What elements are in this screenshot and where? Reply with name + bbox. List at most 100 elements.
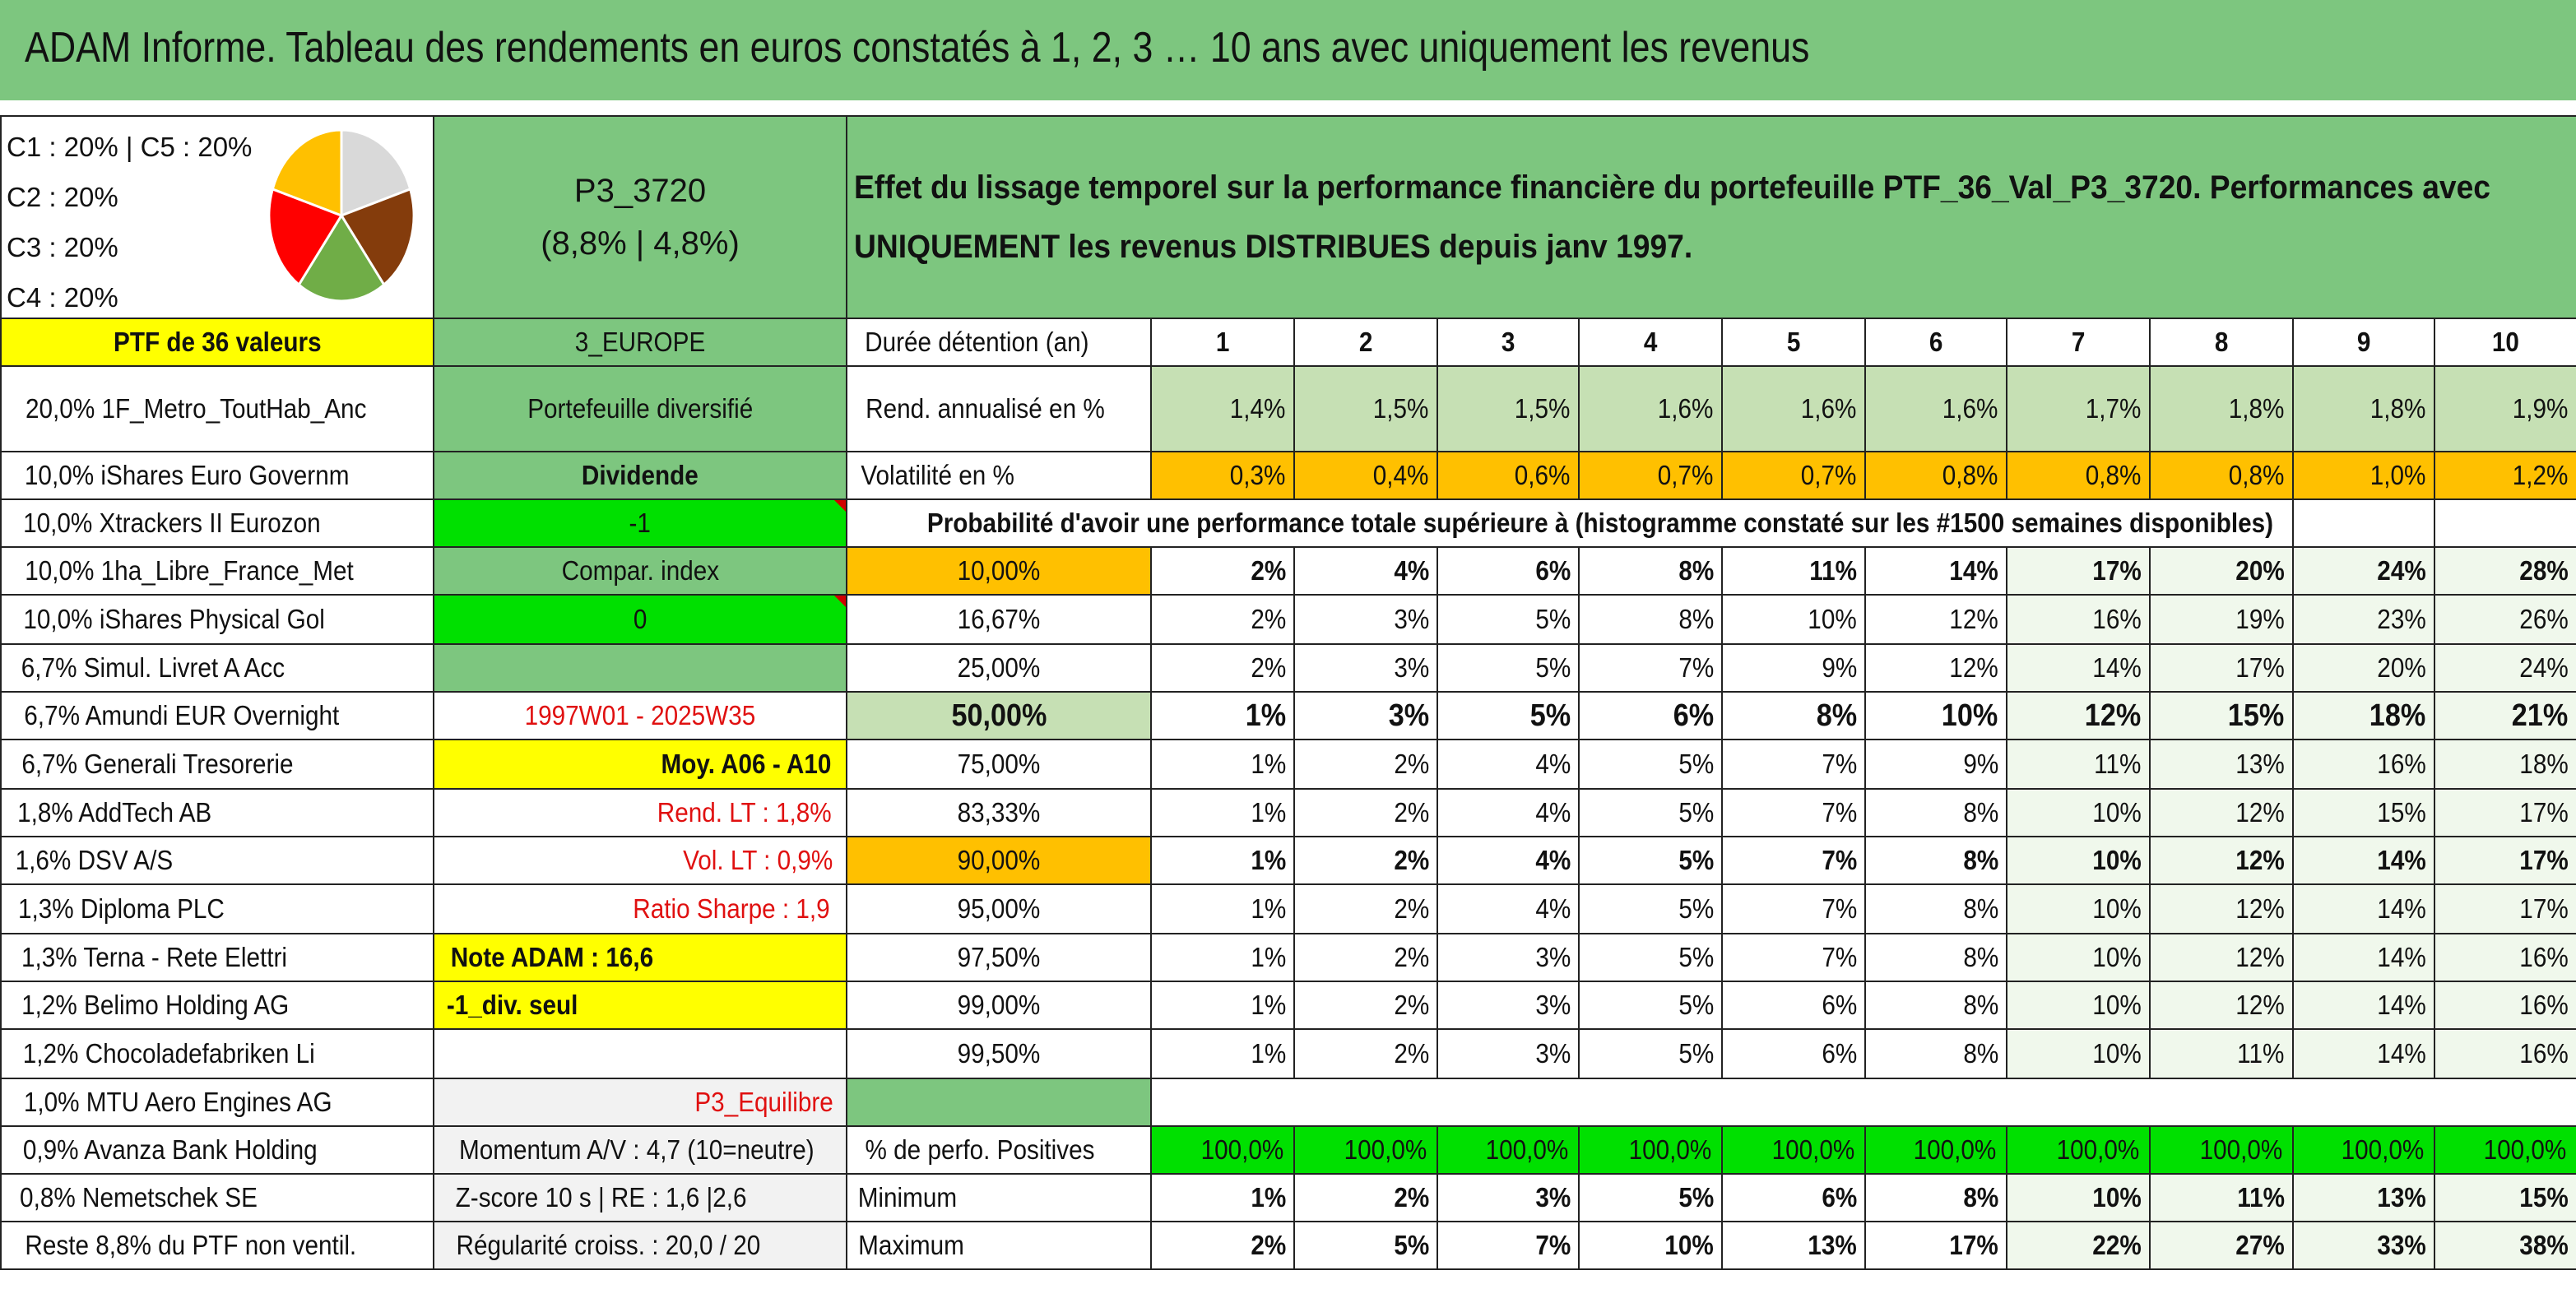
percentile-value-text: 8% xyxy=(1963,942,1999,972)
rend-lt-label: Rend. LT : 1,8% xyxy=(433,788,847,837)
rend-value: 1,6% xyxy=(1578,365,1723,452)
percentile-value: 10% xyxy=(2006,1028,2151,1079)
percentile-value-text: 7% xyxy=(1822,893,1858,924)
minimum-value: 11% xyxy=(2149,1173,2294,1222)
percentile-value: 2% xyxy=(1293,739,1438,790)
year-header: 6 xyxy=(1864,318,2007,367)
year-header: 3 xyxy=(1437,318,1580,367)
zscore-label: Z-score 10 s | RE : 1,6 |2,6 xyxy=(433,1173,847,1222)
positive-value: 100,0% xyxy=(2149,1125,2294,1175)
percentile-value-text: 11% xyxy=(2237,1038,2285,1069)
percentile-value: 8% xyxy=(1578,546,1723,596)
percentile-value-text: 8% xyxy=(1963,797,1999,828)
percentile-value-text: 16% xyxy=(2377,749,2426,779)
percentile-value-text: 12% xyxy=(2235,990,2285,1020)
pie-slice-c4 xyxy=(267,187,344,287)
percentile-value: 7% xyxy=(1721,836,1866,885)
moy-label-text: Moy. A06 - A10 xyxy=(661,749,832,779)
percentile-value-text: 2% xyxy=(1251,555,1287,586)
portfolio-rates: (8,8% | 4,8%) xyxy=(541,225,740,262)
percentile-value: 8% xyxy=(1864,836,2007,885)
holding-row: 1,3% Diploma PLC xyxy=(0,883,434,934)
percentile-value-text: 2% xyxy=(1394,1038,1430,1069)
rend-value: 1,9% xyxy=(2433,365,2576,452)
positive-value: 100,0% xyxy=(1150,1125,1295,1175)
year-header: 2 xyxy=(1293,318,1438,367)
percentile-value-text: 10% xyxy=(2092,797,2142,828)
positive-value-text: 100,0% xyxy=(2199,1134,2283,1165)
percentile-label-text: 75,00% xyxy=(957,749,1041,779)
blank-cell xyxy=(2433,498,2576,548)
regularite-label-text: Régularité croiss. : 20,0 / 20 xyxy=(456,1230,761,1260)
sharpe-label: Ratio Sharpe : 1,9 xyxy=(433,883,847,934)
percentile-value: 10% xyxy=(2006,883,2151,934)
percentile-value-text: 8% xyxy=(1963,845,1999,875)
vol-value-text: 1,0% xyxy=(2369,460,2426,490)
minimum-value: 10% xyxy=(2006,1173,2151,1222)
minimum-value: 8% xyxy=(1864,1173,2007,1222)
vol-value-text: 0,4% xyxy=(1372,460,1429,490)
portfolio-count-text: PTF de 36 valeurs xyxy=(113,327,322,357)
holding-row: 20,0% 1F_Metro_ToutHab_Anc xyxy=(0,365,434,452)
note-label: Note ADAM : 16,6 xyxy=(433,933,847,982)
positive-value: 100,0% xyxy=(1578,1125,1723,1175)
div-seul-label-text: -1_div. seul xyxy=(446,990,578,1020)
percentile-value: 10% xyxy=(2006,836,2151,885)
maximum-value-text: 22% xyxy=(2092,1230,2142,1260)
percentile-value-text: 3% xyxy=(1535,1038,1571,1069)
percentile-value-text: 2% xyxy=(1394,845,1430,875)
minimum-value: 6% xyxy=(1721,1173,1866,1222)
percentile-value-text: 4% xyxy=(1394,555,1430,586)
positive-value-text: 100,0% xyxy=(2483,1134,2567,1165)
percentile-value-text: 8% xyxy=(1963,893,1999,924)
percentile-value-text: 4% xyxy=(1535,845,1571,875)
table-row: 1,6% DSV A/S Vol. LT : 0,9% 90,00% 1% 2% 4% 5%… xyxy=(0,836,2576,885)
percentile-value: 11% xyxy=(2149,1028,2294,1079)
percentile-value-text: 4% xyxy=(1535,893,1571,924)
rend-value-text: 1,8% xyxy=(2369,393,2426,424)
percentile-value-text: 5% xyxy=(1529,698,1571,733)
holding-row-text: 1,3% Diploma PLC xyxy=(17,893,225,924)
maximum-value: 7% xyxy=(1437,1221,1580,1270)
positive-value: 100,0% xyxy=(2433,1125,2576,1175)
holding-row: 0,9% Avanza Bank Holding xyxy=(0,1125,434,1175)
vol-value: 0,6% xyxy=(1437,451,1580,500)
percentile-label: 90,00% xyxy=(846,836,1152,885)
percentile-value: 12% xyxy=(2149,883,2294,934)
percentile-label: 99,50% xyxy=(846,1028,1152,1079)
percentile-value: 8% xyxy=(1864,788,2007,837)
percentile-value: 8% xyxy=(1864,883,2007,934)
maximum-value-text: 38% xyxy=(2519,1230,2569,1260)
percentile-value: 4% xyxy=(1437,788,1580,837)
percentile-value-text: 5% xyxy=(1535,604,1571,634)
portfolio-type: Portefeuille diversifié xyxy=(433,365,847,452)
holding-row-text: 10,0% Xtrackers II Eurozon xyxy=(23,508,321,538)
percentile-value: 28% xyxy=(2433,546,2576,596)
percentile-value: 1% xyxy=(1150,691,1295,740)
percentile-value: 16% xyxy=(2433,933,2576,982)
percentile-value-text: 2% xyxy=(1251,604,1287,634)
percentile-value: 12% xyxy=(1864,643,2007,693)
rend-label: Rend. annualisé en % xyxy=(846,365,1152,452)
percentile-value-text: 8% xyxy=(1678,555,1715,586)
percentile-value-text: 8% xyxy=(1816,698,1858,733)
minus-one-value-text: -1 xyxy=(629,508,652,538)
portfolio-type-text: Portefeuille diversifié xyxy=(527,393,754,424)
rend-value: 1,5% xyxy=(1437,365,1580,452)
year-header-text: 5 xyxy=(1786,327,1801,357)
percentile-value: 6% xyxy=(1721,1028,1866,1079)
percentile-value-text: 2% xyxy=(1394,893,1430,924)
rend-value: 1,8% xyxy=(2149,365,2294,452)
table-row: 6,7% Generali Tresorerie Moy. A06 - A10 75… xyxy=(0,739,2576,790)
year-header-text: 6 xyxy=(1929,327,1943,357)
maximum-value-text: 13% xyxy=(1808,1230,1857,1260)
positive-value: 100,0% xyxy=(2006,1125,2151,1175)
percentile-value-text: 5% xyxy=(1535,652,1571,683)
positive-value-text: 100,0% xyxy=(1344,1134,1427,1165)
maximum-value-text: 5% xyxy=(1394,1230,1430,1260)
percentile-value-text: 9% xyxy=(1963,749,1999,779)
percentile-value-text: 3% xyxy=(1388,698,1430,733)
percentile-value-text: 12% xyxy=(2235,893,2285,924)
percentile-value: 1% xyxy=(1150,788,1295,837)
percentile-value: 12% xyxy=(2149,788,2294,837)
